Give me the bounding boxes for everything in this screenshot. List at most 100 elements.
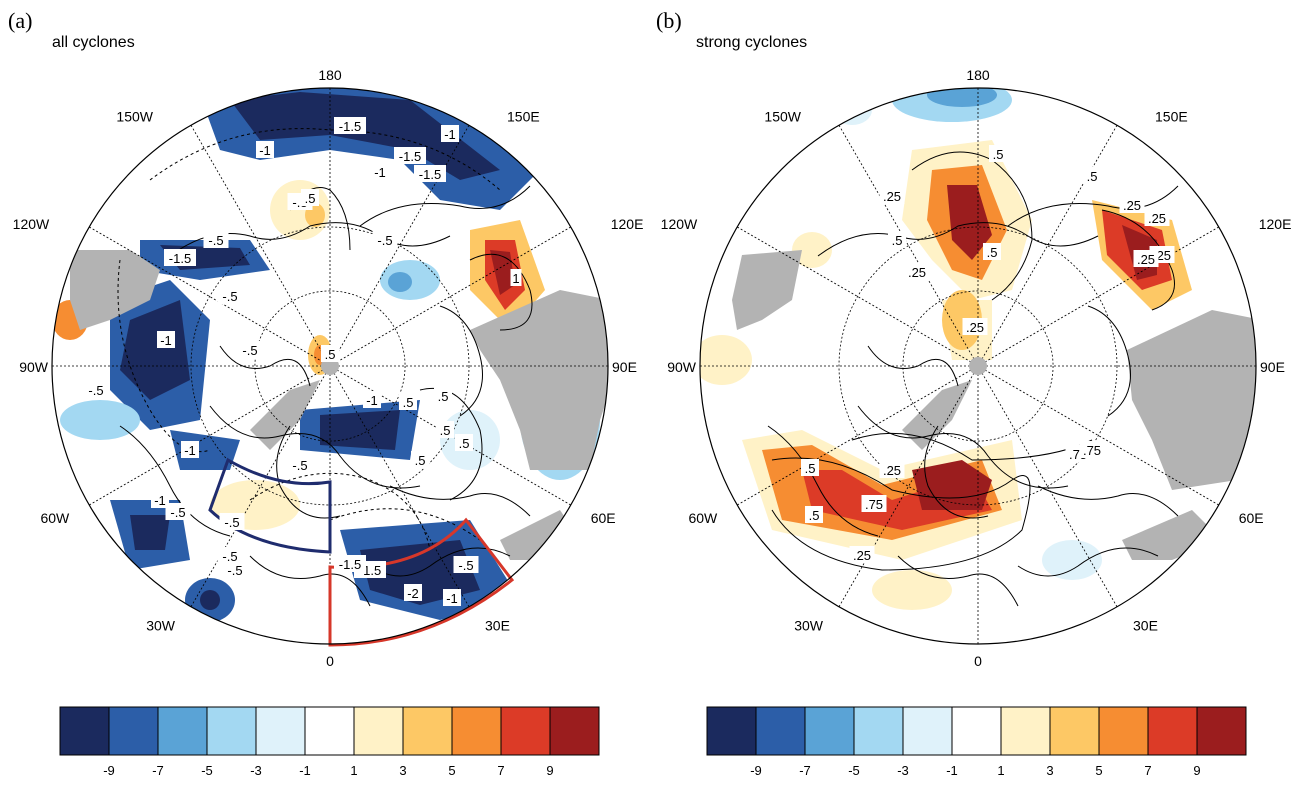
contour-label: -.5: [458, 558, 473, 573]
contour-label: -1.5: [419, 167, 441, 182]
colorbar-tick-label: -3: [897, 763, 909, 778]
contour-label: -1.5: [399, 149, 421, 164]
contour-label: -1: [444, 127, 456, 142]
contour-label: .25: [1137, 252, 1155, 267]
colorbar-swatch: [756, 707, 805, 755]
colorbar-b: -9 -7 -5 -3 -1 1 3 5 7 9: [697, 700, 1257, 780]
anomaly-patch: [130, 515, 170, 550]
contour-label: .75: [865, 497, 883, 512]
colorbar-tick-label: 7: [1144, 763, 1151, 778]
contour-label: .5: [325, 347, 336, 362]
colorbar-tick-label: 1: [350, 763, 357, 778]
colorbar-swatch: [109, 707, 158, 755]
contour-label: .25: [908, 265, 926, 280]
contour-label: -1: [366, 393, 378, 408]
colorbar-swatch: [952, 707, 1001, 755]
longitude-label-l120: 120W: [13, 216, 50, 232]
contour-label: .5: [809, 508, 820, 523]
contour-label: -1: [154, 493, 166, 508]
colorbar-tick-label: -5: [848, 763, 860, 778]
colorbar-tick-label: 9: [1193, 763, 1200, 778]
panel-a: (a) all cyclones -1.5 -1 -1.5 -1 -1.5 -1 -.5 -.…: [0, 0, 655, 790]
colorbar-swatch: [207, 707, 256, 755]
contour-label: -1.5: [169, 251, 191, 266]
colorbar-tick-label: 7: [497, 763, 504, 778]
colorbar-tick-label: 1: [997, 763, 1004, 778]
anomaly-patch: [872, 570, 952, 610]
colorbar-swatch: [501, 707, 550, 755]
longitude-label-l150: 150W: [116, 108, 153, 124]
longitude-label-bottom: 0: [326, 653, 334, 669]
longitude-label-l60: 60W: [40, 510, 70, 526]
anomaly-patch: [320, 410, 400, 450]
contour-label: -.5: [208, 233, 223, 248]
anomaly-patch: [60, 400, 140, 440]
contour-label: -1: [184, 443, 196, 458]
contour-label: -1: [446, 591, 458, 606]
colorbar-swatch: [354, 707, 403, 755]
polar-map-a: -1.5-1-1.5-1 -1.5-1-.5-.5-.5-1-.5-1.5-1-.…: [0, 0, 655, 700]
anomaly-patch: [200, 590, 220, 610]
contour-label: .5: [440, 423, 451, 438]
longitude-label-r60: 60E: [1239, 510, 1264, 526]
longitude-label-r120: 120E: [1259, 216, 1292, 232]
anomaly-patch: [927, 83, 997, 107]
colorbar-tick-label: 3: [1046, 763, 1053, 778]
contour-label: .5: [305, 191, 316, 206]
contour-label: .25: [853, 548, 871, 563]
colorbar-swatch: [1001, 707, 1050, 755]
colorbar-swatch: [1148, 707, 1197, 755]
contour-label: .25: [883, 189, 901, 204]
colorbar-tick-label: -3: [250, 763, 262, 778]
colorbar-a: -9 -7 -5 -3 -1 1 3 5 7 9: [50, 700, 610, 780]
contour-label: .5: [1087, 169, 1098, 184]
contour-label: -1: [259, 143, 271, 158]
contour-label: -1: [160, 333, 172, 348]
longitude-label-l150: 150W: [764, 108, 801, 124]
contour-label: .25: [966, 320, 984, 335]
contour-label: -1.5: [339, 119, 361, 134]
anomaly-patch: [388, 272, 412, 292]
contour-label: .75: [1083, 443, 1101, 458]
longitude-label-l120: 120W: [661, 216, 698, 232]
colorbar-swatch: [1197, 707, 1246, 755]
colorbar-swatch: [1050, 707, 1099, 755]
colorbar-swatch: [452, 707, 501, 755]
colorbar-tick-label: 5: [1095, 763, 1102, 778]
longitude-label-l30: 30W: [146, 618, 176, 634]
longitude-label-l30: 30W: [794, 618, 824, 634]
colorbar-tick-label: -7: [799, 763, 811, 778]
colorbar-tick-label: -7: [152, 763, 164, 778]
contour-label: -1.5: [339, 557, 361, 572]
contour-label: -.5: [292, 458, 307, 473]
longitude-label-r30: 30E: [1133, 618, 1158, 634]
colorbar-tick-label: -9: [750, 763, 762, 778]
colorbar-tick-label: -5: [201, 763, 213, 778]
contour-label: .5: [415, 453, 426, 468]
colorbar-tick-label: -1: [946, 763, 958, 778]
map-field: [692, 78, 1272, 644]
colorbar-swatch: [305, 707, 354, 755]
contour-label: -.5: [88, 383, 103, 398]
colorbar-swatch: [403, 707, 452, 755]
colorbar-tick-label: -1: [299, 763, 311, 778]
longitude-label-r120: 120E: [611, 216, 644, 232]
anomaly-patch: [752, 582, 792, 618]
contour-label: -.5: [170, 505, 185, 520]
contour-label: -.5: [227, 563, 242, 578]
contour-label: -.5: [224, 515, 239, 530]
colorbar-swatch: [550, 707, 599, 755]
contour-label: .5: [403, 395, 414, 410]
contour-label: -2: [407, 586, 419, 601]
anomaly-patch: [832, 95, 872, 125]
contour-label: .25: [883, 463, 901, 478]
colorbar-swatch: [805, 707, 854, 755]
contour-label: -.5: [222, 289, 237, 304]
colorbar-swatch: [707, 707, 756, 755]
longitude-label-r30: 30E: [485, 618, 510, 634]
colorbar-swatch: [60, 707, 109, 755]
anomaly-patch: [1042, 540, 1102, 580]
pole-mask: [969, 357, 987, 375]
longitude-label-top: 180: [318, 67, 342, 83]
contour-label: 1: [512, 271, 519, 286]
